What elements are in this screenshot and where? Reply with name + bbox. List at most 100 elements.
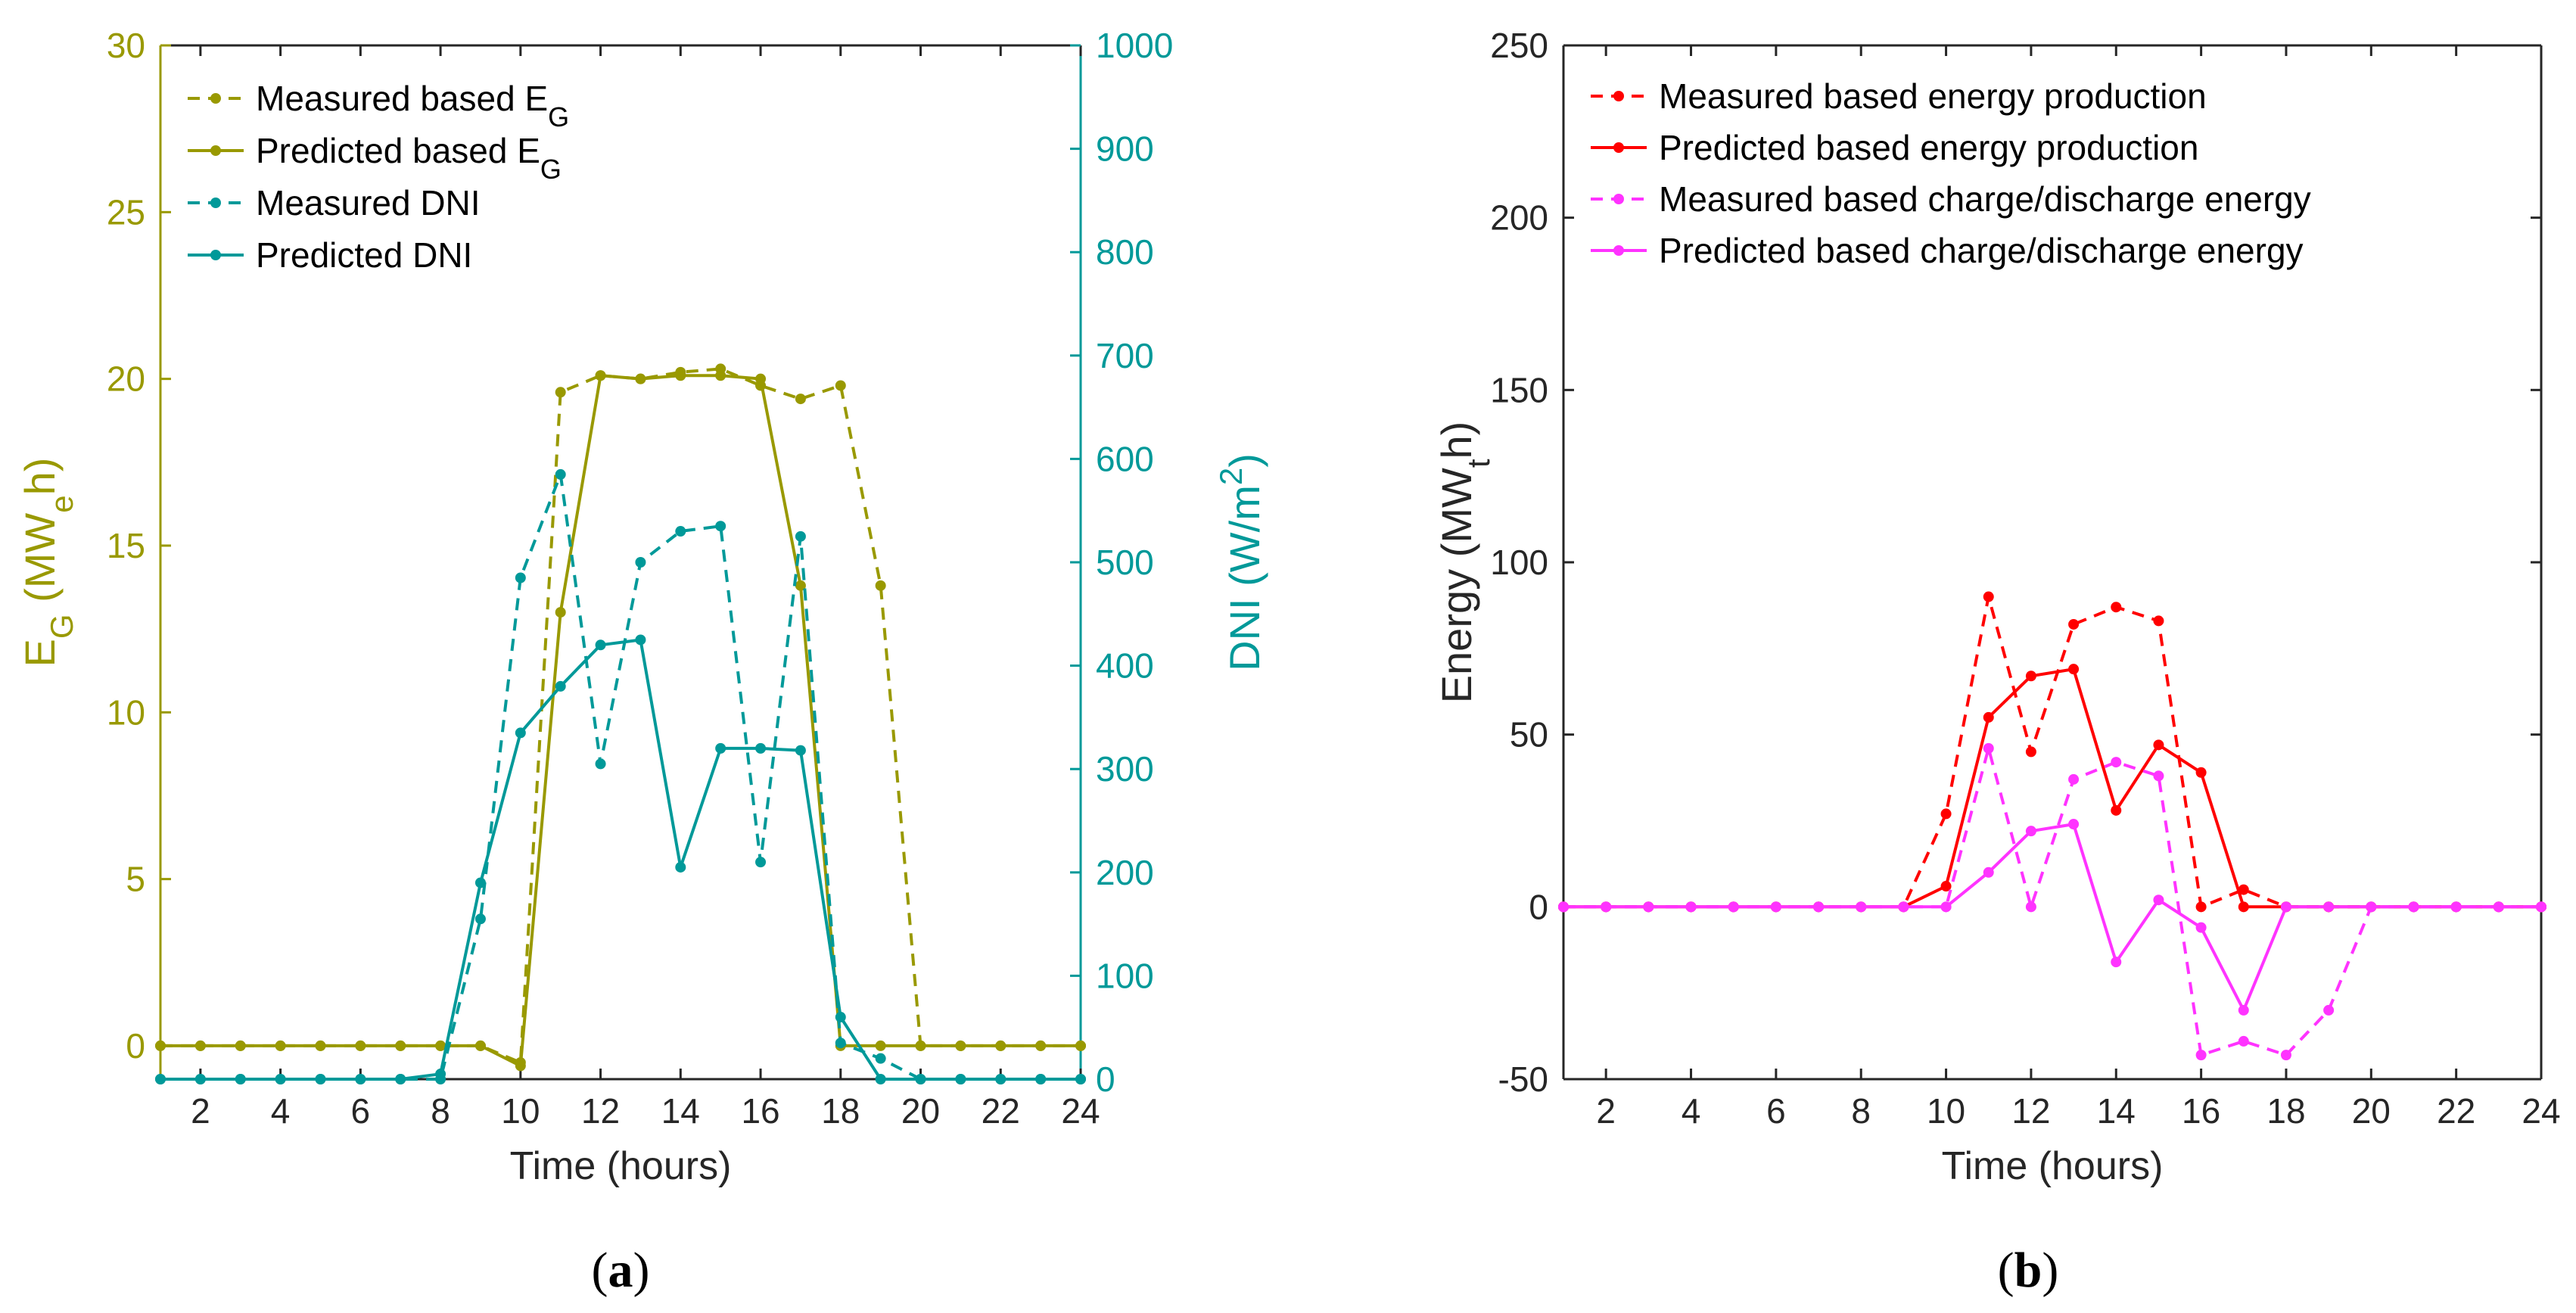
data-point [2025, 901, 2036, 913]
y-axis-label-left: EG (MWeh) [16, 458, 79, 667]
series-line-2 [160, 374, 1081, 1068]
right-y-tick-label: 400 [1096, 646, 1154, 686]
data-point [2111, 757, 2122, 768]
data-point [1983, 711, 1994, 723]
data-point [1075, 1040, 1086, 1051]
legend-marker-1 [1613, 91, 1624, 101]
data-point [2238, 901, 2249, 913]
data-point [515, 727, 526, 739]
legend-marker-3 [1613, 194, 1624, 204]
y-tick-label: 15 [107, 526, 145, 565]
x-tick-label: 4 [1682, 1091, 1701, 1131]
series-line-3 [160, 472, 1081, 1081]
data-point [2068, 618, 2080, 630]
right-y-tick-label: 800 [1096, 232, 1154, 272]
data-point [1558, 901, 1569, 913]
data-point [595, 370, 606, 381]
data-point [2111, 957, 2122, 968]
data-point [555, 680, 566, 692]
y-tick-label: 100 [1490, 543, 1548, 582]
x-tick-label: 6 [351, 1091, 371, 1131]
data-point [1685, 901, 1697, 913]
x-tick-label: 20 [901, 1091, 940, 1131]
data-point [2111, 602, 2122, 613]
data-point [835, 1038, 846, 1049]
data-point [675, 526, 686, 537]
data-point [635, 634, 646, 646]
panel-label: (a) [592, 1243, 650, 1298]
right-y-tick-label: 300 [1096, 749, 1154, 789]
data-point [435, 1040, 446, 1051]
y-axis-label-right: DNI (W/m2) [1213, 453, 1269, 671]
data-point [2450, 901, 2462, 913]
data-point [1601, 901, 1612, 913]
data-point [2068, 773, 2080, 785]
right-y-tick-label: 100 [1096, 956, 1154, 995]
y-tick-label: 5 [126, 860, 145, 899]
data-point [155, 1040, 166, 1051]
data-point [355, 1074, 366, 1084]
y-tick-label: -50 [1498, 1059, 1548, 1099]
y-tick-label: 10 [107, 692, 145, 732]
series-line-4 [160, 638, 1081, 1081]
x-axis-label: Time (hours) [1942, 1144, 2164, 1188]
data-point [2280, 901, 2291, 913]
data-point [715, 370, 726, 381]
data-point [1075, 1074, 1086, 1084]
data-point [474, 877, 486, 888]
data-point [995, 1074, 1006, 1084]
right-y-tick-label: 1000 [1096, 26, 1173, 65]
data-point [235, 1074, 246, 1084]
data-point [194, 1040, 206, 1051]
data-point [675, 370, 686, 381]
data-point [275, 1074, 286, 1084]
data-point [835, 380, 846, 391]
legend-entry-2: Predicted based energy production [1659, 128, 2198, 167]
legend-marker-3 [210, 198, 221, 208]
y-tick-label: 50 [1510, 715, 1548, 755]
x-tick-label: 12 [581, 1091, 620, 1131]
data-point [1643, 901, 1654, 913]
data-point [955, 1074, 966, 1084]
x-tick-label: 6 [1766, 1091, 1786, 1131]
data-point [435, 1069, 446, 1080]
data-point [395, 1074, 406, 1084]
data-point [515, 572, 526, 583]
legend-marker-2 [1613, 142, 1624, 153]
legend-entry-1: Measured based energy production [1659, 76, 2207, 116]
y-tick-label: 0 [1529, 887, 1548, 926]
data-point [355, 1040, 366, 1051]
data-point [1813, 901, 1825, 913]
data-point [2280, 1050, 2291, 1061]
data-point [1035, 1074, 1047, 1084]
data-point [555, 387, 566, 398]
data-point [1940, 808, 1952, 820]
x-tick-label: 10 [1927, 1091, 1965, 1131]
data-point [755, 373, 767, 384]
data-point [2323, 1004, 2335, 1016]
data-point [2323, 901, 2335, 913]
legend-entry-2: Predicted based EG [256, 131, 562, 185]
y-axis-label: Energy (MWth) [1433, 422, 1496, 704]
data-point [555, 468, 566, 480]
data-point [194, 1074, 206, 1084]
data-point [1898, 901, 1909, 913]
right-y-tick-label: 900 [1096, 129, 1154, 169]
x-tick-label: 14 [661, 1091, 700, 1131]
right-y-tick-label: 500 [1096, 543, 1154, 582]
y-tick-label: 250 [1490, 26, 1548, 65]
data-point [1940, 901, 1952, 913]
data-point [155, 1074, 166, 1084]
data-point [795, 745, 806, 756]
data-point [995, 1040, 1006, 1051]
data-point [595, 758, 606, 770]
x-tick-label: 24 [1061, 1091, 1100, 1131]
data-point [755, 742, 767, 754]
series-line-1 [160, 367, 1081, 1064]
legend-entry-3: Measured DNI [256, 183, 481, 222]
x-tick-label: 22 [982, 1091, 1020, 1131]
data-point [2153, 895, 2164, 906]
y-tick-label: 150 [1490, 370, 1548, 409]
